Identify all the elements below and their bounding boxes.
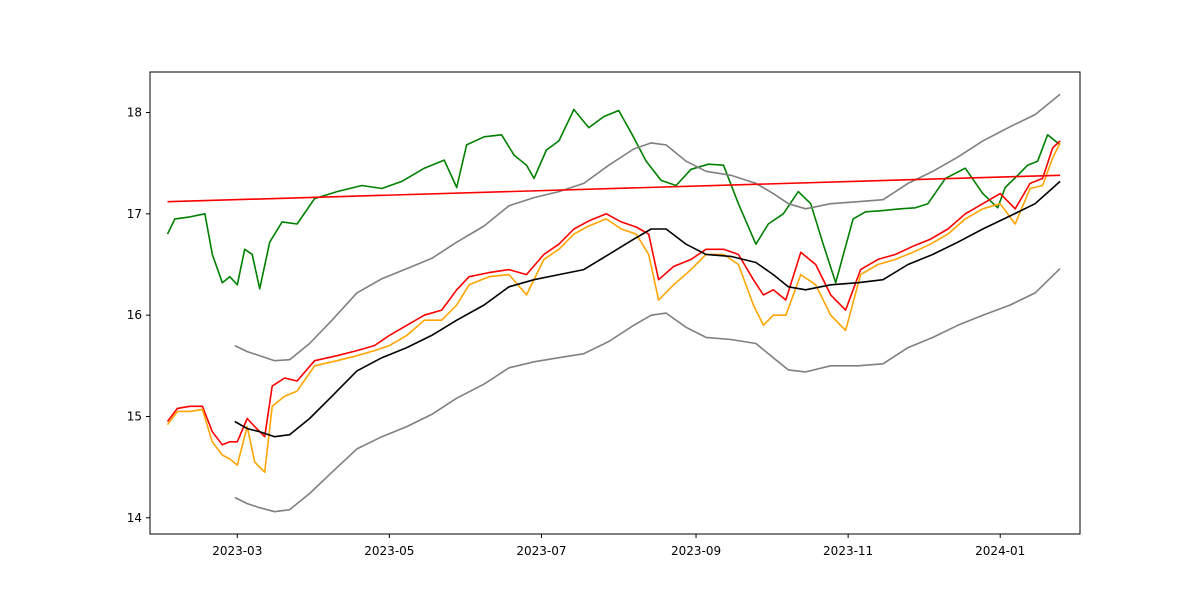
x-tick-label-3: 2023-07 bbox=[516, 544, 566, 558]
plot-frame bbox=[149, 71, 1081, 535]
x-tick-label-6: 2024-01 bbox=[975, 544, 1025, 558]
series-line-4 bbox=[234, 180, 1061, 438]
series-line-1 bbox=[166, 108, 1061, 290]
x-tick-label-1: 2023-03 bbox=[212, 544, 262, 558]
series-line-6 bbox=[234, 268, 1061, 513]
series-line-7 bbox=[167, 174, 1061, 203]
series-layer bbox=[166, 93, 1061, 513]
axis-layer: 2023-03 2023-05 2023-07 2023-09 2023-11 2024-… bbox=[127, 106, 1026, 558]
series-line-2 bbox=[166, 140, 1061, 446]
y-tick-label-3: 16 bbox=[127, 308, 142, 322]
y-tick-label-5: 18 bbox=[127, 106, 142, 120]
series-line-5 bbox=[234, 93, 1061, 362]
x-tick-label-4: 2023-09 bbox=[671, 544, 721, 558]
x-tick-label-2: 2023-05 bbox=[364, 544, 414, 558]
y-tick-label-1: 14 bbox=[127, 511, 142, 525]
y-tick-label-4: 17 bbox=[127, 207, 142, 221]
x-tick-label-5: 2023-11 bbox=[823, 544, 873, 558]
series-line-3 bbox=[166, 142, 1061, 474]
y-tick-label-2: 15 bbox=[127, 409, 142, 423]
